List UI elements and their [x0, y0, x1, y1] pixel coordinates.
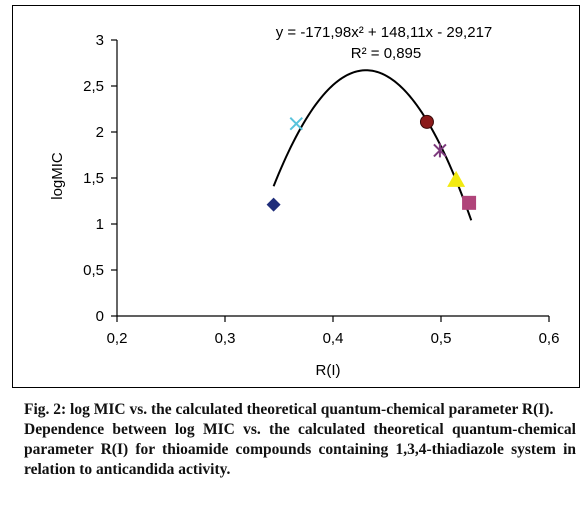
figure-title: Fig. 2: log MIC vs. the calculated theor…: [24, 401, 554, 418]
y-tick-label: 3: [96, 32, 104, 49]
x-tick-label: 0,5: [431, 330, 452, 347]
y-tick-label: 2,5: [83, 78, 104, 95]
data-point-x: [289, 117, 303, 131]
data-point-triangle: [447, 170, 466, 187]
figure-caption: Fig. 2: log MIC vs. the calculated theor…: [24, 400, 576, 480]
y-tick-label: 1,5: [83, 170, 104, 187]
trendline-r2: R² = 0,895: [351, 45, 421, 62]
data-point-diamond: [266, 197, 281, 212]
data-point-star: [433, 143, 447, 158]
y-tick-label: 0: [96, 308, 104, 325]
y-tick-label: 0,5: [83, 262, 104, 279]
y-tick-label: 2: [96, 124, 104, 141]
chart-frame: 0,2 0,3 0,4 0,5 0,6 0 0,5 1 1,5 2 2,5 3 R(I) logMIC y …: [12, 5, 580, 388]
x-axis-label: R(I): [316, 362, 341, 379]
y-axis-label: logMIC: [49, 152, 66, 200]
trendline-equation: y = -171,98x² + 148,11x - 29,217: [276, 24, 493, 41]
figure-description: Dependence between log MIC vs. the calcu…: [24, 421, 576, 478]
chart-svg: 0,2 0,3 0,4 0,5 0,6 0 0,5 1 1,5 2 2,5 3 R(I) logMIC y …: [49, 24, 560, 379]
x-tick-label: 0,2: [107, 330, 128, 347]
data-point-square: [462, 195, 477, 210]
trendline: [272, 69, 473, 221]
x-tick-label: 0,3: [215, 330, 236, 347]
x-tick-label: 0,4: [323, 330, 344, 347]
x-tick-label: 0,6: [539, 330, 560, 347]
y-tick-label: 1: [96, 216, 104, 233]
data-point-circle: [419, 114, 434, 129]
